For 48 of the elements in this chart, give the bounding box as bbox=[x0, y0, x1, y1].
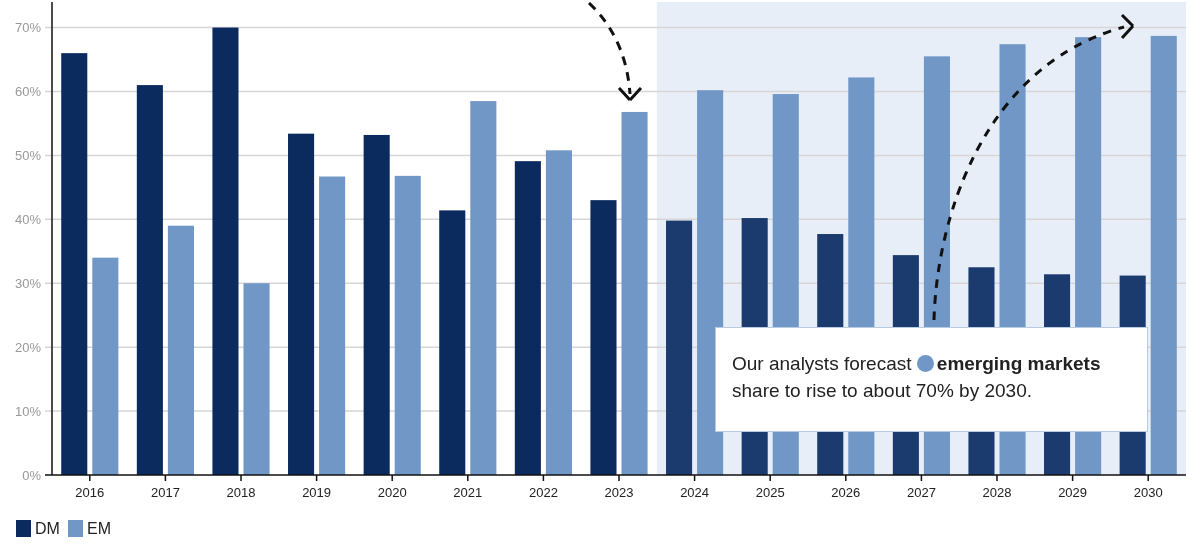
x-tick-label: 2022 bbox=[528, 485, 558, 500]
y-tick-label: 0% bbox=[22, 467, 42, 483]
x-tick-label: 2025 bbox=[755, 485, 785, 500]
x-tick-label: 2028 bbox=[982, 485, 1012, 500]
y-tick-label: 20% bbox=[14, 339, 42, 355]
bar bbox=[590, 200, 617, 475]
annotation: emerging markets bbox=[936, 353, 1101, 374]
x-tick-label: 2023 bbox=[604, 485, 634, 500]
x-tick-label: 2016 bbox=[75, 485, 105, 500]
bar bbox=[666, 220, 693, 475]
y-tick-label: 70% bbox=[14, 20, 42, 36]
bar bbox=[514, 161, 541, 475]
bar bbox=[319, 176, 346, 475]
bar bbox=[439, 210, 466, 475]
x-tick-label: 2020 bbox=[377, 485, 407, 500]
y-tick-label: 40% bbox=[14, 211, 42, 227]
bar bbox=[243, 283, 270, 475]
y-tick-label: 50% bbox=[14, 147, 42, 163]
annotation: Our analysts forecast bbox=[732, 353, 912, 374]
legend-label: EM bbox=[87, 520, 111, 537]
x-tick-label: 2024 bbox=[680, 485, 710, 500]
bar bbox=[61, 53, 88, 475]
bar bbox=[363, 134, 390, 475]
x-tick-label: 2017 bbox=[150, 485, 180, 500]
bar bbox=[470, 101, 497, 475]
y-tick-label: 10% bbox=[14, 403, 42, 419]
x-tick-label: 2027 bbox=[906, 485, 936, 500]
bar bbox=[288, 133, 315, 475]
legend-label: DM bbox=[35, 520, 60, 537]
bar bbox=[697, 90, 724, 475]
bar bbox=[136, 85, 163, 475]
x-tick-label: 2019 bbox=[302, 485, 332, 500]
x-tick-label: 2026 bbox=[831, 485, 861, 500]
y-tick-label: 30% bbox=[14, 275, 42, 291]
x-tick-label: 2018 bbox=[226, 485, 256, 500]
bar bbox=[621, 111, 648, 475]
bar bbox=[92, 257, 119, 475]
bar bbox=[545, 150, 572, 475]
annotation: share to rise to about 70% by 2030. bbox=[732, 380, 1032, 401]
bar bbox=[212, 27, 239, 475]
y-tick-label: 60% bbox=[14, 84, 42, 100]
bar bbox=[167, 225, 194, 475]
bar bbox=[1150, 35, 1177, 475]
x-tick-label: 2030 bbox=[1133, 485, 1163, 500]
x-tick-label: 2021 bbox=[453, 485, 483, 500]
note-box: Our analysts forecast emerging markets share to rise to about 70% by 2030. bbox=[715, 327, 1148, 432]
bar bbox=[394, 175, 421, 475]
x-tick-label: 2029 bbox=[1058, 485, 1088, 500]
